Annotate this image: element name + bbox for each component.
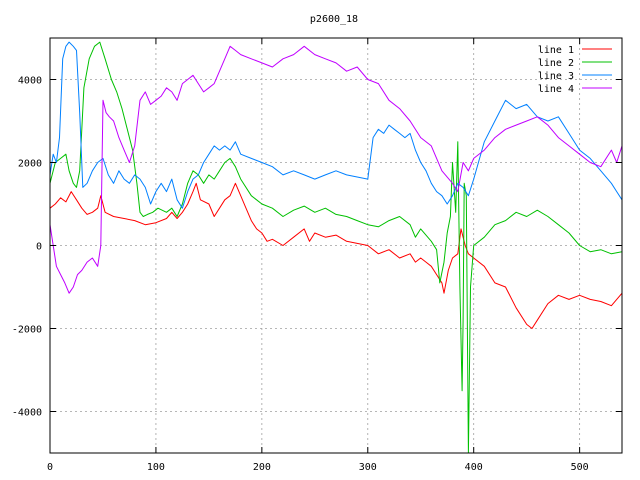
series-line-2 — [50, 41, 622, 453]
y-tick-label: 2000 — [18, 159, 42, 170]
legend-label-2: line 2 — [538, 58, 574, 69]
chart-title: p2600_18 — [310, 14, 358, 25]
legend-label-3: line 3 — [538, 71, 574, 82]
y-tick-label: -2000 — [12, 325, 42, 336]
x-tick-label: 400 — [465, 462, 483, 473]
series-line-3 — [50, 41, 622, 209]
x-tick-label: 100 — [147, 462, 165, 473]
legend-label-4: line 4 — [538, 84, 574, 95]
grid-lines — [49, 38, 622, 453]
legend-label-1: line 1 — [538, 45, 574, 56]
legend: line 1 line 2 line 3 line 4 — [538, 45, 612, 95]
series-line-4 — [50, 45, 622, 294]
y-tick-label: -4000 — [12, 408, 42, 419]
x-tick-label: 500 — [571, 462, 589, 473]
x-tick-label: 300 — [359, 462, 377, 473]
y-tick-label: 4000 — [18, 76, 42, 87]
series-line-1 — [50, 182, 622, 329]
x-tick-label: 0 — [47, 462, 53, 473]
axes: 0 100 200 300 400 500 -4000 -2000 0 2000 4000 — [12, 37, 623, 473]
y-tick-label: 0 — [36, 242, 42, 253]
x-tick-label: 200 — [253, 462, 271, 473]
series-lines — [50, 41, 622, 453]
